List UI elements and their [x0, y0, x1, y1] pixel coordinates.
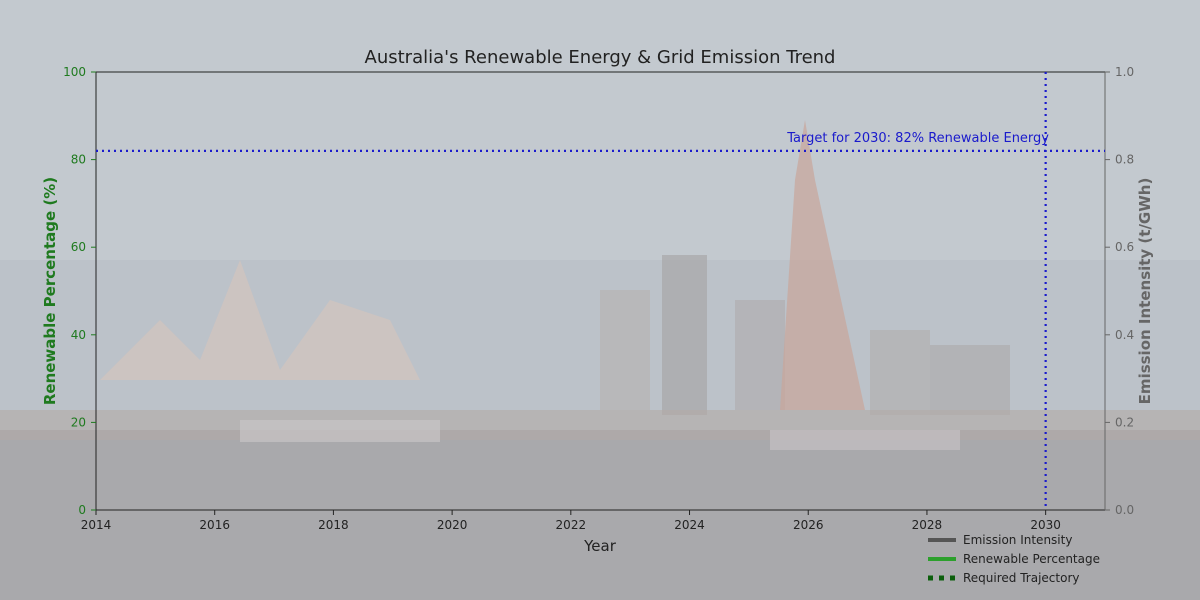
- legend: Emission Intensity Renewable Percentage Re…: [928, 533, 1100, 585]
- y-left-tick-label: 0: [78, 503, 86, 517]
- chart-title: Australia's Renewable Energy & Grid Emis…: [365, 47, 836, 68]
- y-left-tick-label: 80: [71, 153, 86, 167]
- x-axis-label: Year: [583, 537, 617, 555]
- x-tick-label: 2016: [199, 518, 230, 532]
- y-right-tick-label: 0.8: [1115, 153, 1134, 167]
- y-right-tick-label: 1.0: [1115, 65, 1134, 79]
- x-tick-label: 2014: [81, 518, 112, 532]
- y-left-tick-label: 60: [71, 240, 86, 254]
- y-right-tick-label: 0.2: [1115, 415, 1134, 429]
- y-axis-left-label: Renewable Percentage (%): [41, 177, 59, 405]
- x-tick-label: 2030: [1030, 518, 1061, 532]
- y-axis-right-label: Emission Intensity (t/GWh): [1136, 178, 1154, 405]
- y-left-tick-label: 20: [71, 415, 86, 429]
- x-tick-label: 2022: [556, 518, 587, 532]
- x-tick-label: 2026: [793, 518, 824, 532]
- y-left-tick-label: 100: [63, 65, 86, 79]
- y-left-tick-label: 40: [71, 328, 86, 342]
- legend-label: Renewable Percentage: [963, 552, 1100, 566]
- target-annotation: Target for 2030: 82% Renewable Energy: [786, 131, 1049, 146]
- y-right-tick-label: 0.4: [1115, 328, 1134, 342]
- y-right-tick-label: 0.0: [1115, 503, 1134, 517]
- x-tick-label: 2028: [912, 518, 943, 532]
- x-tick-label: 2024: [674, 518, 705, 532]
- legend-label: Emission Intensity: [963, 533, 1072, 547]
- x-tick-label: 2020: [437, 518, 468, 532]
- plot-area: 2014 2016 2018 2020 2022 2024 2026 2028 2030 0 20 4…: [63, 65, 1134, 532]
- y-right-tick-label: 0.6: [1115, 240, 1134, 254]
- x-tick-label: 2018: [318, 518, 349, 532]
- legend-label: Required Trajectory: [963, 571, 1079, 585]
